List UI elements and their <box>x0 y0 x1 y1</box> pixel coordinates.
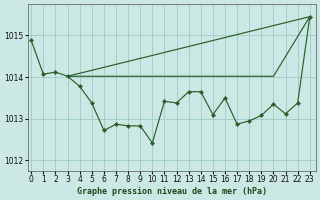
X-axis label: Graphe pression niveau de la mer (hPa): Graphe pression niveau de la mer (hPa) <box>77 187 267 196</box>
